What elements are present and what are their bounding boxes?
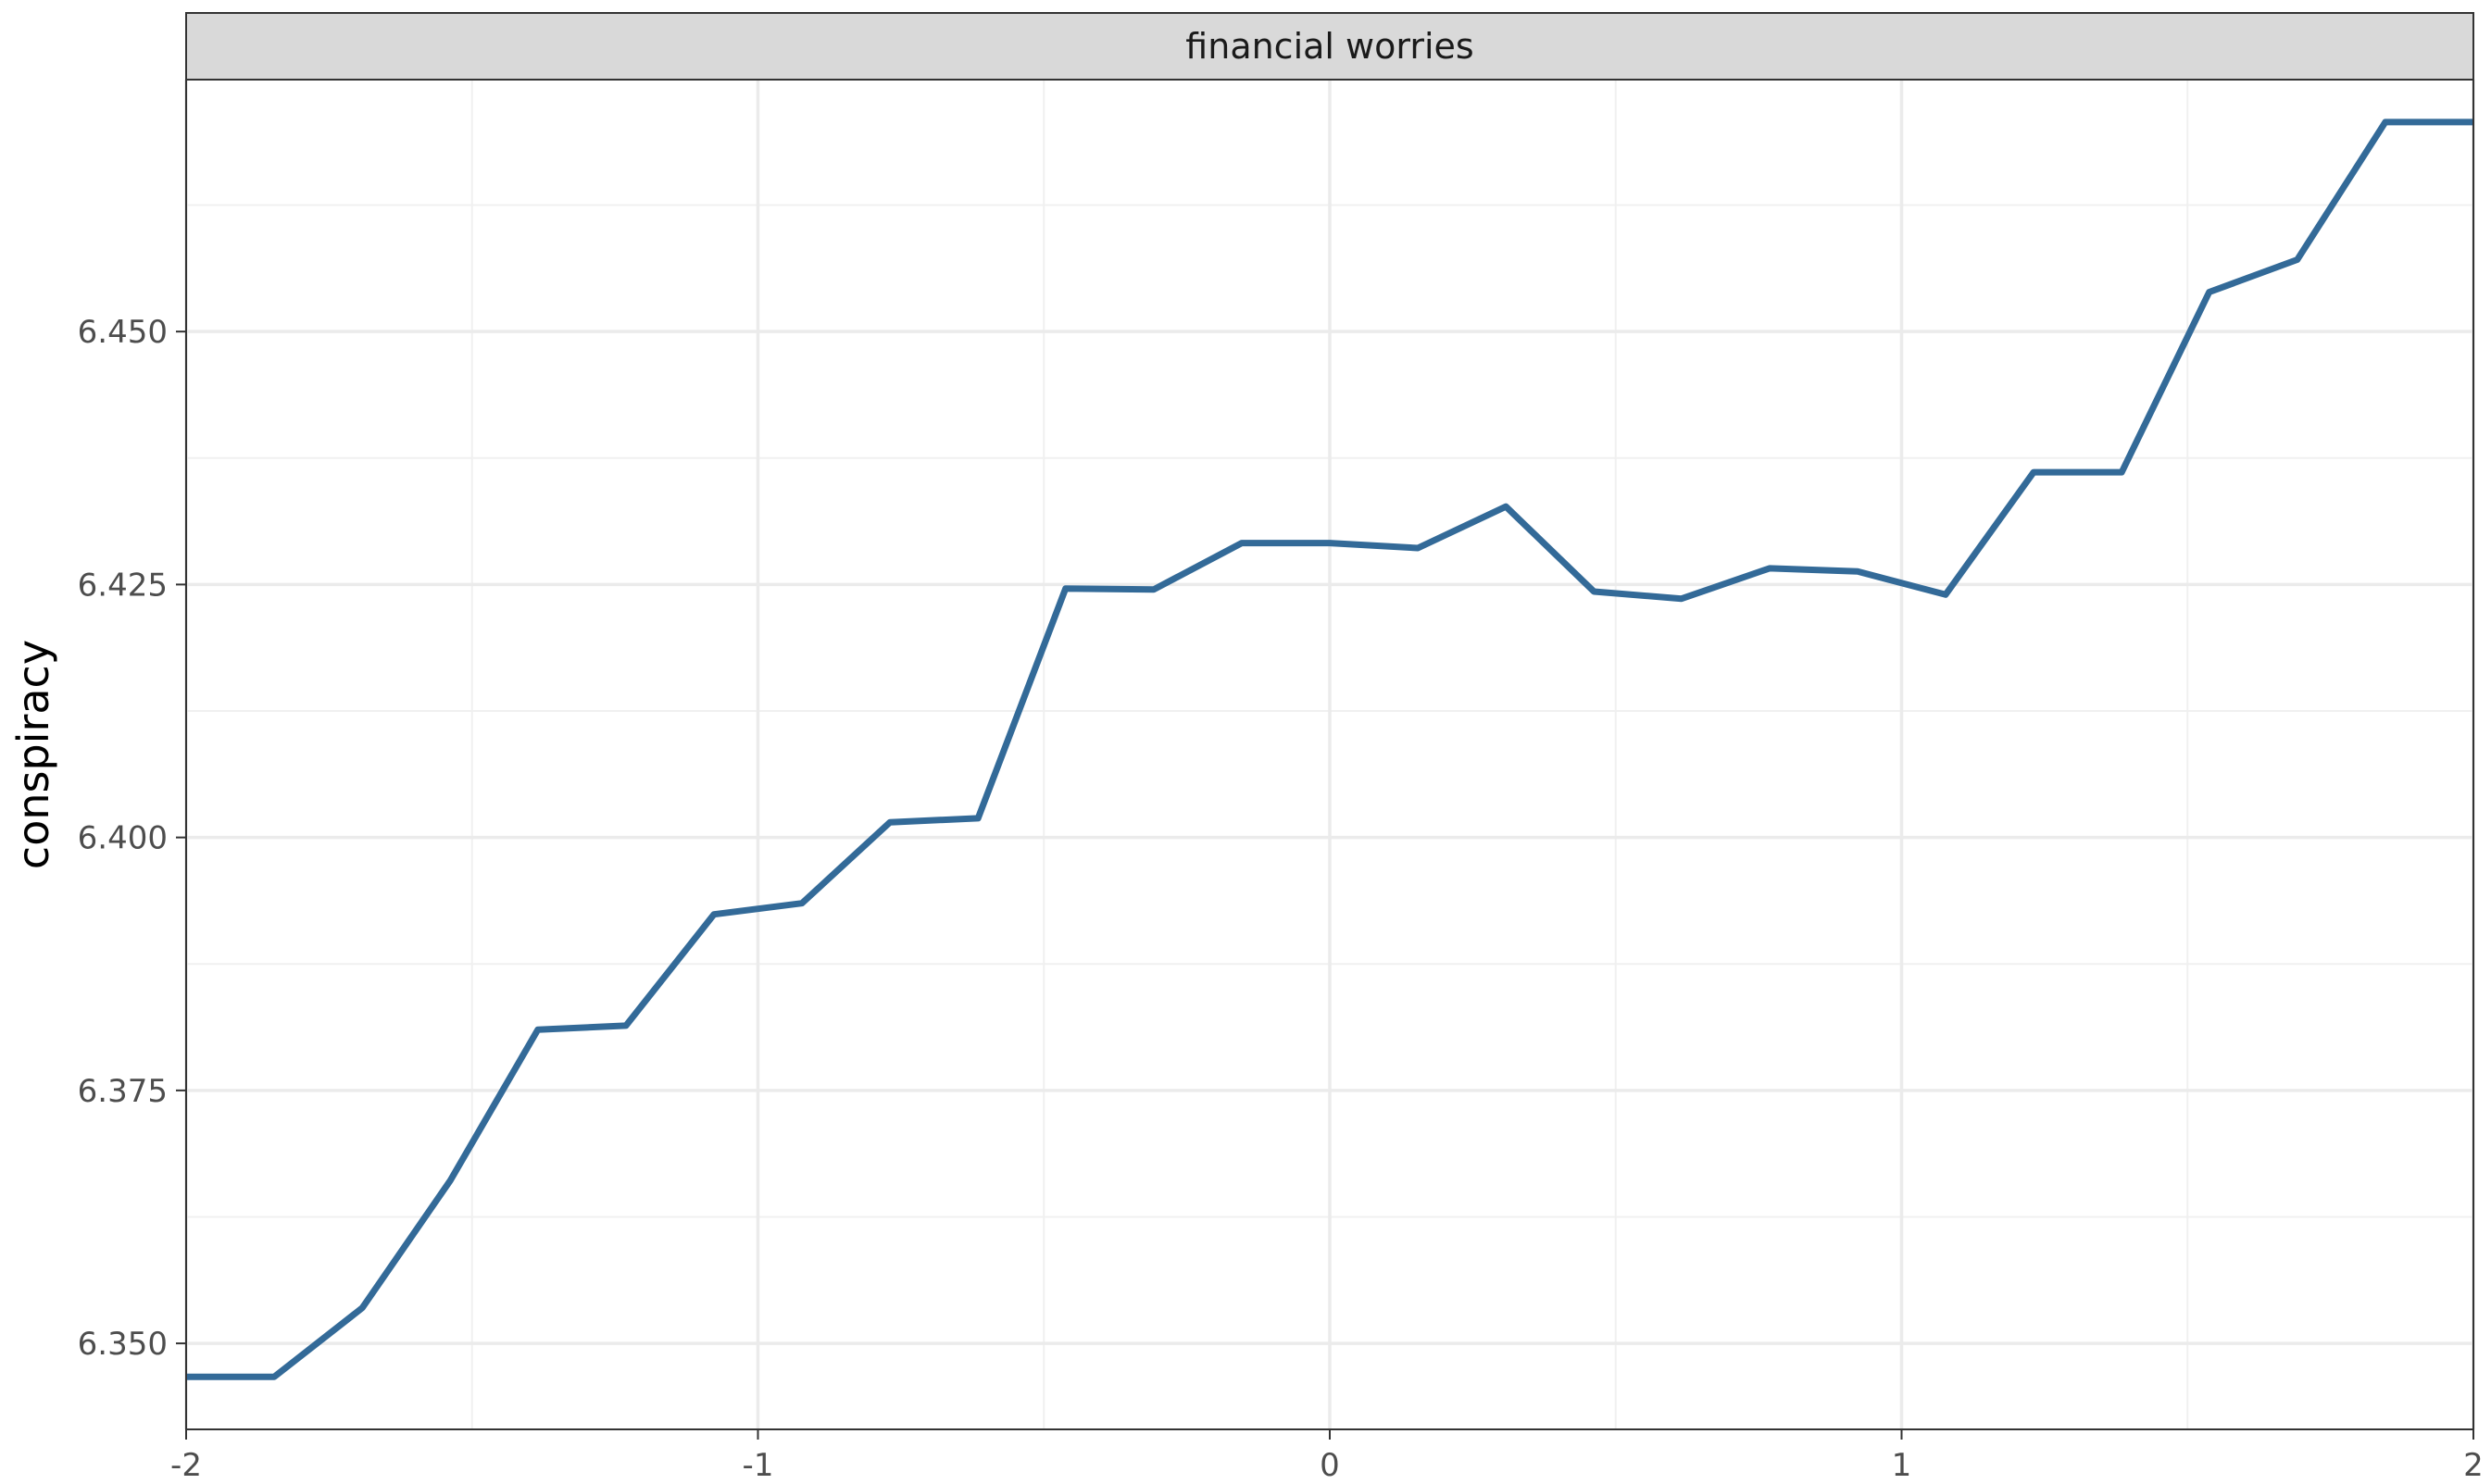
y-tick-label: 6.450 <box>78 314 168 351</box>
y-tick-label: 6.400 <box>78 820 168 857</box>
x-tick-label: 2 <box>2463 1447 2484 1484</box>
x-tick-label: -1 <box>743 1447 774 1484</box>
x-axis: -2 -1 0 1 2 <box>170 1429 2484 1484</box>
x-tick-label: 1 <box>1892 1447 1912 1484</box>
y-tick-label: 6.350 <box>78 1326 168 1363</box>
facet-strip-label: financial worries <box>1185 26 1473 67</box>
facet-strip <box>185 12 2474 81</box>
y-tick-label: 6.425 <box>78 567 168 604</box>
y-tick-label: 6.375 <box>78 1073 168 1110</box>
y-axis: 6.350 6.375 6.400 6.425 6.450 <box>78 314 186 1363</box>
x-tick-label: 0 <box>1320 1447 1340 1484</box>
y-axis-title: conspiracy <box>8 640 58 869</box>
line-series <box>186 118 2473 1380</box>
x-tick-label: -2 <box>170 1447 202 1484</box>
series-line <box>186 118 2473 1380</box>
